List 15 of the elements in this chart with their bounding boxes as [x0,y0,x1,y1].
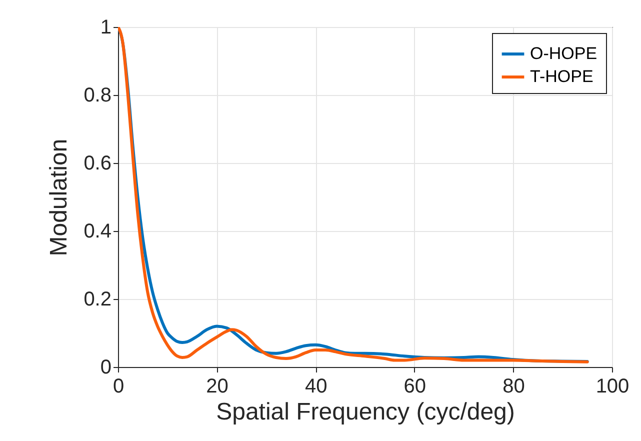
x-tick-label: 40 [304,376,328,398]
y-tick-label: 0.4 [84,220,112,242]
x-tick-label: 60 [404,376,426,398]
legend-label: T-HOPE [530,67,594,86]
y-tick-label: 0.8 [84,84,112,106]
x-tick-label: 20 [206,376,228,398]
y-tick-label: 0.2 [84,288,112,310]
x-tick-label: 100 [596,376,630,398]
x-axis-title: Spatial Frequency (cyc/deg) [216,398,515,426]
y-tick-label: 0 [100,356,112,378]
y-tick-label: 1 [100,16,112,38]
y-axis-title: Modulation [46,138,73,256]
legend-label: O-HOPE [530,44,598,63]
y-tick-label: 0.6 [84,152,112,174]
x-tick-label: 80 [502,376,525,398]
